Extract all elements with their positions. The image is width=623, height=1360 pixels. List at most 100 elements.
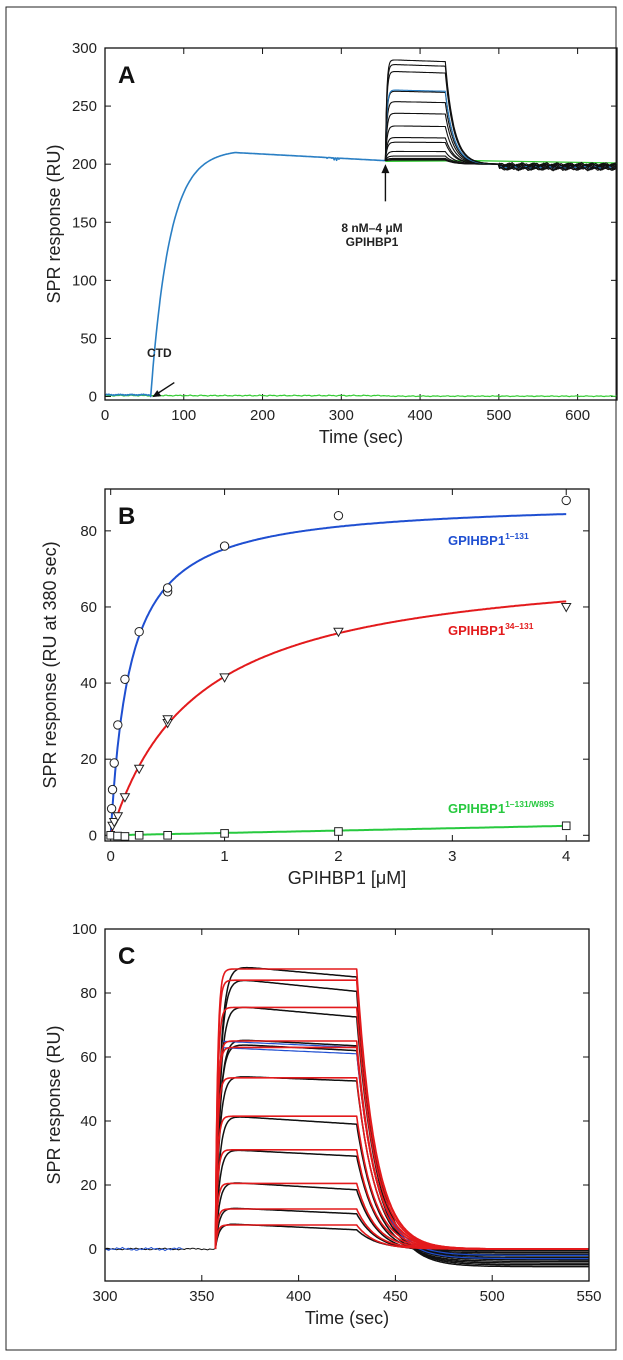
panel-a-binding-trace	[384, 59, 617, 172]
panel-c-ytick-label: 60	[80, 1049, 97, 1066]
panel-a-traces	[105, 59, 617, 398]
panel-c-data-trace	[214, 1116, 589, 1257]
point-circle	[113, 720, 123, 730]
panel-a-ytick-label: 50	[80, 330, 97, 347]
panel-b-xtick-label: 1	[220, 848, 228, 865]
panel-a-ticks: 0 100 200 300 400 500 600 0 50 100 150 200 250 300	[72, 40, 617, 424]
panel-c-fit-trace	[214, 1040, 589, 1250]
panel-b-xlabel: GPIHBP1 [μM]	[288, 868, 406, 888]
panel-b-xtick-label: 3	[448, 848, 456, 865]
point-circle	[219, 541, 230, 551]
panel-c-ytick-label: 20	[80, 1177, 97, 1194]
panel-a-xtick-label: 500	[486, 407, 511, 424]
panel-c-ytick-label: 100	[72, 921, 97, 938]
legend-label-34-131-sup: 34–131	[505, 621, 534, 631]
panel-a-ytick-label: 250	[72, 98, 97, 115]
panel-a-xtick-label: 600	[565, 407, 590, 424]
panel-a-xtick-label: 200	[250, 407, 275, 424]
panel-a-inject-label-1: 8 nM–4 μM	[341, 221, 402, 235]
point-circle	[120, 674, 130, 684]
panel-b-ytick-label: 0	[89, 827, 97, 844]
panel-b-xtick-label: 2	[334, 848, 342, 865]
legend-label-w89s: GPIHBP11–131/W89S	[448, 799, 555, 816]
panel-a-binding-trace	[384, 71, 617, 171]
point-square	[134, 830, 144, 840]
panel-a-ytick-label: 100	[72, 272, 97, 289]
panel-a-binding-trace	[384, 137, 617, 169]
panel-a-ctd-arrowhead	[152, 390, 162, 398]
legend-label-34-131-base: GPIHBP1	[448, 623, 505, 638]
panel-c-ytick-label: 80	[80, 985, 97, 1002]
point-square	[163, 830, 172, 840]
point-circle	[106, 803, 117, 814]
point-circle	[162, 583, 173, 593]
panel-b-ytick-label: 20	[80, 751, 97, 768]
panel-c-xtick-label: 450	[383, 1288, 408, 1305]
panel-b-xtick-label: 4	[562, 848, 570, 865]
panel-b-xtick-label: 0	[107, 848, 115, 865]
point-circle	[109, 758, 119, 768]
panel-c-fit-trace	[214, 968, 589, 1250]
point-square	[113, 831, 122, 841]
panel-b-ylabel: SPR response (RU at 380 sec)	[40, 541, 60, 788]
panel-c-fit-trace	[214, 1077, 589, 1250]
point-triangle	[219, 673, 230, 683]
panel-c-data-trace	[214, 979, 589, 1266]
legend-label-1-131-sup: 1–131	[505, 531, 529, 541]
panel-a-inject-arrowhead	[381, 164, 390, 174]
legend-label-w89s-sup: 1–131/W89S	[505, 799, 554, 809]
panel-c-ytick-label: 40	[80, 1113, 97, 1130]
panel-a-xtick-label: 400	[408, 407, 433, 424]
point-triangle	[112, 812, 124, 822]
panel-c-traces	[105, 966, 589, 1268]
point-triangle	[108, 817, 120, 828]
fit-curve-0	[109, 513, 567, 836]
panel-a-xtick-label: 0	[101, 407, 109, 424]
point-square	[220, 829, 229, 838]
panel-c-frame	[104, 928, 590, 1282]
panel-a-inject-label-2: GPIHBP1	[346, 235, 399, 249]
panel-c-baseline-blue	[105, 1246, 183, 1252]
panel-a-binding-trace	[384, 64, 617, 171]
panel-c-data-trace	[214, 966, 589, 1268]
panel-c-xtick-label: 500	[480, 1288, 505, 1305]
point-square	[334, 827, 343, 836]
panel-a-ctd-label: CTD	[147, 346, 172, 360]
panel-c-letter: C	[118, 943, 135, 970]
point-square	[561, 821, 571, 831]
panel-c-baseline	[105, 1247, 216, 1251]
panel-b-points	[106, 495, 572, 841]
panel-c: 300 350 400 450 500 550 0 20 40 60 80 100 C Time (s…	[44, 921, 602, 1328]
panel-a-ylabel: SPR response (RU)	[44, 144, 64, 303]
panel-c-xlabel: Time (sec)	[305, 1308, 389, 1328]
legend-label-1-131: GPIHBP11–131	[448, 531, 529, 548]
panel-a-ytick-label: 150	[72, 214, 97, 231]
point-square	[120, 832, 130, 841]
panel-a-xtick-label: 300	[329, 407, 354, 424]
panel-a-frame	[104, 47, 618, 401]
panel-b-frame	[104, 488, 590, 842]
panel-c-xtick-label: 550	[576, 1288, 601, 1305]
panel-a-xlabel: Time (sec)	[319, 427, 403, 447]
panel-c-ticks: 300 350 400 450 500 550 0 20 40 60 80 100	[72, 921, 602, 1305]
legend-label-w89s-base: GPIHBP1	[448, 801, 505, 816]
panel-c-xtick-label: 350	[189, 1288, 214, 1305]
panel-a-ytick-label: 0	[89, 389, 97, 406]
panel-c-ylabel: SPR response (RU)	[44, 1025, 64, 1184]
point-circle	[561, 495, 571, 506]
point-triangle	[333, 627, 344, 638]
legend-label-34-131: GPIHBP134–131	[448, 621, 534, 638]
panel-a-binding-trace	[384, 125, 617, 169]
panel-a-reference-trace	[105, 394, 617, 398]
point-circle	[134, 627, 144, 637]
panel-b-ytick-label: 60	[80, 599, 97, 616]
panel-a-letter: A	[118, 62, 135, 89]
panel-c-xtick-label: 300	[92, 1288, 117, 1305]
legend-label-1-131-base: GPIHBP1	[448, 533, 505, 548]
panel-c-ytick-label: 0	[89, 1241, 97, 1258]
point-triangle	[133, 764, 145, 775]
